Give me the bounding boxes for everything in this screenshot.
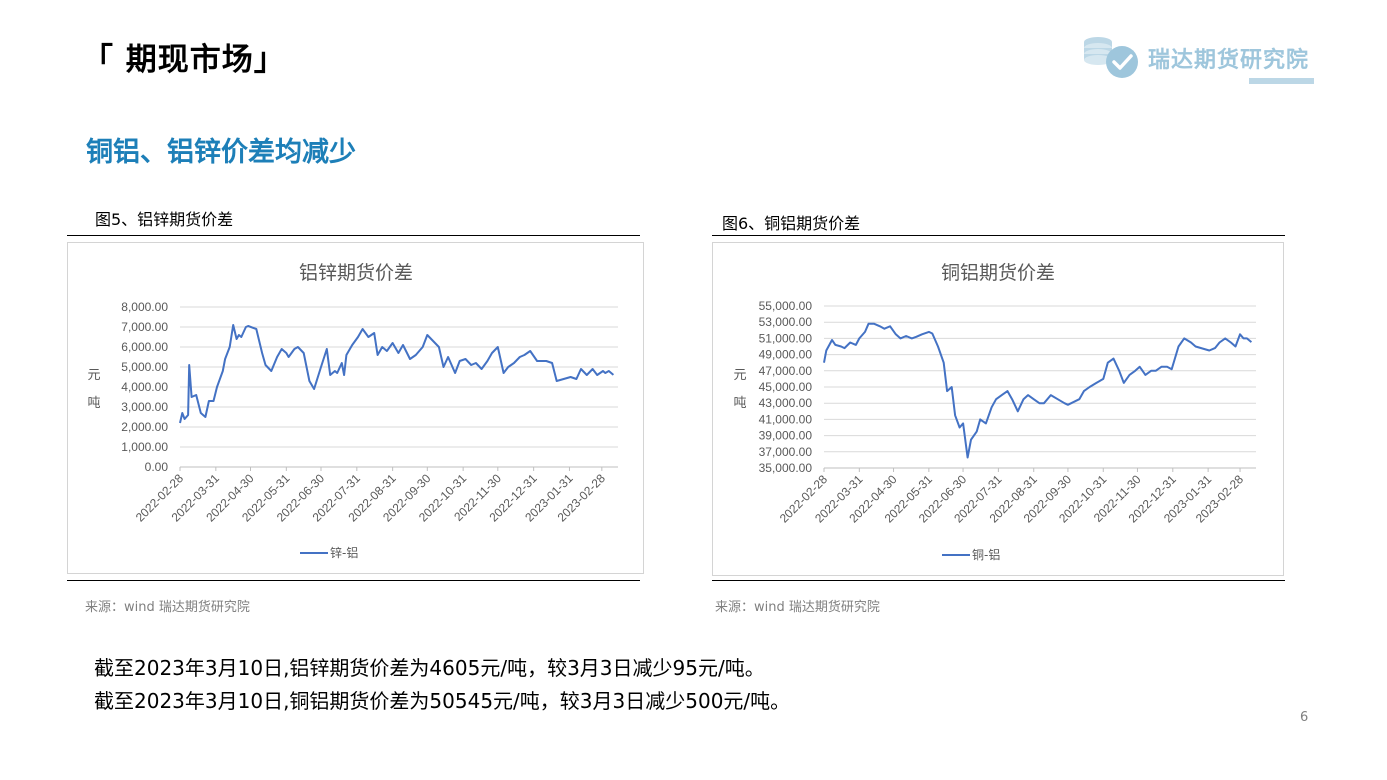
y-tick-label: 53,000.00 — [759, 315, 813, 329]
y-tick-label: 45,000.00 — [759, 380, 813, 394]
y-tick-label: 55,000.00 — [759, 299, 813, 313]
page-title: 「 期现市场」 — [82, 42, 286, 78]
y-tick-label: 7,000.00 — [121, 320, 168, 334]
y-tick-label: 43,000.00 — [759, 396, 813, 410]
y-tick-label: 8,000.00 — [121, 300, 168, 314]
chart-title: 铝锌期货价差 — [299, 262, 413, 284]
series-line — [823, 322, 1253, 459]
legend-label: 锌-铝 — [330, 545, 358, 560]
y-tick-label: 5,000.00 — [121, 360, 168, 374]
y-tick-label: 1,000.00 — [121, 440, 168, 454]
figure-6-caption: 图6、铜铝期货价差 — [722, 214, 861, 233]
chart-copper-aluminum-svg: 铜铝期货价差 35,000.00 37,000.00 39,000.00 41,000.… — [733, 262, 1256, 562]
y-tick-label: 35,000.00 — [759, 461, 813, 475]
y-tick-label: 0.00 — [145, 460, 169, 474]
chart-zinc-aluminum-svg: 铝锌期货价差 0.00 1,000.00 2,000.00 3,000.00 4,000.… — [87, 262, 618, 560]
y-tick-label: 51,000.00 — [759, 331, 813, 345]
y-tick-label: 3,000.00 — [121, 400, 168, 414]
figure-6-top-rule — [712, 235, 1285, 236]
chart-copper-aluminum: 铜铝期货价差 35,000.00 37,000.00 39,000.00 41,000.… — [712, 242, 1284, 576]
y-tick-label: 4,000.00 — [121, 380, 168, 394]
y-tick-label: 49,000.00 — [759, 348, 813, 362]
logo-text: 瑞达期货研究院 — [1148, 48, 1310, 73]
chart-zinc-aluminum: 铝锌期货价差 0.00 1,000.00 2,000.00 3,000.00 4,000.… — [67, 242, 644, 574]
page-number: 6 — [1300, 710, 1309, 725]
figure-6-source: 来源：wind 瑞达期货研究院 — [715, 600, 880, 615]
logo-underline — [1249, 78, 1314, 84]
figure-6-bottom-rule — [712, 580, 1285, 581]
y-axis-label: 元/吨 — [87, 368, 100, 411]
coins-check-icon — [1084, 37, 1138, 78]
y-tick-label: 47,000.00 — [759, 364, 813, 378]
logo: 瑞达期货研究院 — [1078, 28, 1314, 86]
legend-label: 铜-铝 — [972, 547, 1000, 562]
section-heading: 铜铝、铝锌价差均减少 — [86, 137, 356, 168]
figure-5-bottom-rule — [67, 580, 640, 581]
y-tick-label: 6,000.00 — [121, 340, 168, 354]
y-tick-label: 2,000.00 — [121, 420, 168, 434]
series-line — [179, 324, 615, 424]
note-zinc-aluminum: 截至2023年3月10日,铝锌期货价差为4605元/吨，较3月3日减少95元/吨… — [94, 656, 765, 680]
chart-title: 铜铝期货价差 — [941, 262, 1055, 284]
note-copper-aluminum: 截至2023年3月10日,铜铝期货价差为50545元/吨，较3月3日减少500元… — [94, 689, 791, 713]
y-axis-label: 元/吨 — [733, 368, 746, 411]
y-tick-label: 39,000.00 — [759, 429, 813, 443]
y-tick-label: 37,000.00 — [759, 445, 813, 459]
figure-5-source: 来源：wind 瑞达期货研究院 — [85, 600, 250, 615]
figure-5-caption: 图5、铝锌期货价差 — [95, 210, 234, 229]
figure-5-top-rule — [67, 235, 640, 236]
y-tick-label: 41,000.00 — [759, 412, 813, 426]
